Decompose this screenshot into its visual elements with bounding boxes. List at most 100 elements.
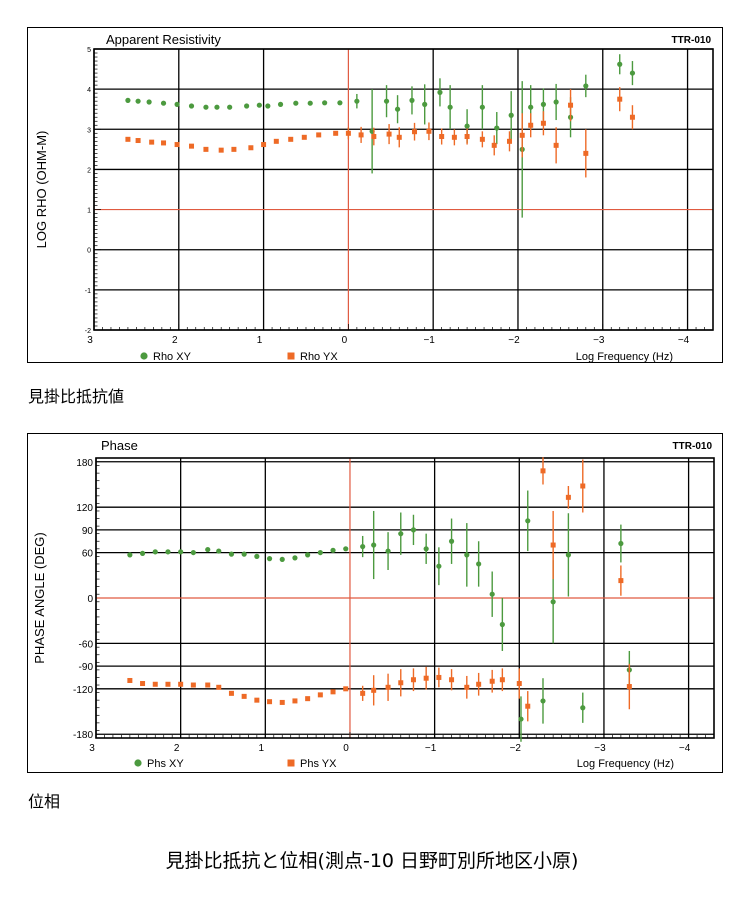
data-point	[528, 122, 534, 128]
y-tick-label: -180	[73, 730, 93, 741]
legend-item: Rho YX	[287, 351, 338, 362]
y-tick-label: -120	[73, 685, 93, 696]
data-point	[629, 70, 636, 76]
data-point	[256, 102, 262, 108]
data-point	[568, 102, 574, 108]
phase-chart-panel: Phase TTR-010 180 120 90 60 0 -60 -90 -120 -180 3 2 1…	[27, 433, 723, 773]
x-tick-label: −4	[678, 335, 690, 346]
data-point	[423, 675, 429, 681]
data-point	[316, 132, 322, 138]
data-point	[140, 681, 146, 687]
data-point	[426, 128, 432, 134]
data-point	[410, 677, 416, 683]
data-point	[174, 101, 180, 107]
legend-item: Phs XY	[134, 758, 184, 770]
data-point	[451, 134, 457, 140]
data-point	[241, 551, 247, 557]
legend-item: Phs YX	[287, 758, 337, 770]
x-tick-label: −2	[508, 335, 520, 346]
y-tick-label: -2	[85, 328, 91, 335]
data-point	[279, 699, 285, 705]
data-point	[228, 690, 234, 696]
legend-marker-circle	[134, 759, 142, 767]
data-point	[216, 548, 222, 554]
x-tick-label: −4	[679, 743, 691, 754]
data-point	[499, 677, 505, 683]
data-point	[386, 131, 392, 137]
data-point	[412, 129, 418, 135]
station-tag: TTR-010	[673, 441, 713, 452]
data-point	[135, 98, 141, 104]
data-point	[343, 686, 349, 692]
x-tick-label: −3	[594, 743, 606, 754]
data-point	[580, 705, 586, 711]
data-point	[618, 540, 624, 547]
data-point	[265, 103, 271, 109]
data-point	[550, 542, 556, 548]
data-point	[398, 680, 404, 686]
data-point	[305, 696, 311, 702]
data-point	[127, 552, 133, 558]
data-point	[214, 104, 220, 110]
x-tick-label: 2	[174, 743, 180, 754]
data-point	[266, 556, 273, 562]
x-tick-label: −1	[425, 743, 437, 754]
x-axis-label: Log Frequency (Hz)	[576, 351, 673, 362]
data-point	[565, 552, 571, 558]
data-point	[279, 556, 285, 563]
data-point	[358, 132, 364, 138]
data-point	[423, 546, 429, 552]
phase-caption: 位相	[28, 792, 61, 811]
data-point	[345, 130, 351, 136]
data-point	[540, 468, 546, 474]
y-tick-label: 0	[87, 248, 91, 255]
data-point	[292, 555, 298, 561]
data-point	[553, 99, 559, 105]
data-point	[508, 112, 514, 118]
x-axis-label: Log Frequency (Hz)	[577, 758, 674, 770]
x-tick-label: 1	[257, 335, 263, 346]
data-point	[491, 142, 497, 148]
legend-marker-square	[287, 759, 295, 767]
resistivity-chart: Apparent Resistivity TTR-010 -2 -1 0 1 2 3 4 5 3 2 1…	[34, 32, 714, 362]
x-tick-label: 0	[342, 335, 348, 346]
plot-frame	[95, 457, 715, 739]
data-point	[165, 681, 171, 687]
data-point	[516, 681, 522, 687]
data-point	[174, 142, 180, 148]
data-point	[398, 531, 404, 537]
data-point	[227, 104, 233, 110]
data-point	[449, 677, 455, 683]
data-point	[218, 147, 224, 153]
data-point	[540, 120, 546, 126]
data-point	[322, 100, 328, 106]
series-xy	[125, 54, 636, 218]
data-point	[228, 551, 235, 557]
data-point	[617, 61, 623, 67]
data-point	[248, 145, 254, 151]
y-tick-label: 3	[87, 127, 91, 134]
data-point	[161, 140, 167, 146]
data-point	[244, 103, 250, 109]
y-tick-label: -1	[85, 288, 91, 295]
data-point	[188, 103, 195, 109]
y-tick-label: 90	[82, 526, 94, 537]
data-point	[489, 678, 495, 684]
y-tick-label: 1	[87, 208, 91, 215]
x-tick-label: 0	[343, 743, 349, 754]
data-point	[464, 684, 470, 690]
data-point	[499, 621, 505, 628]
data-point	[506, 138, 512, 144]
x-tick-label: 3	[87, 335, 93, 346]
data-point	[343, 546, 349, 552]
data-point	[565, 494, 571, 500]
data-point	[436, 563, 442, 569]
data-point	[437, 89, 443, 95]
data-point	[396, 134, 402, 140]
x-tick-label: −3	[593, 335, 605, 346]
data-point	[476, 561, 482, 567]
data-point	[337, 100, 343, 106]
data-point	[292, 698, 298, 704]
data-point	[617, 96, 623, 102]
figure-title: 見掛比抵抗と位相(測点-10 日野町別所地区小原)	[165, 850, 579, 872]
